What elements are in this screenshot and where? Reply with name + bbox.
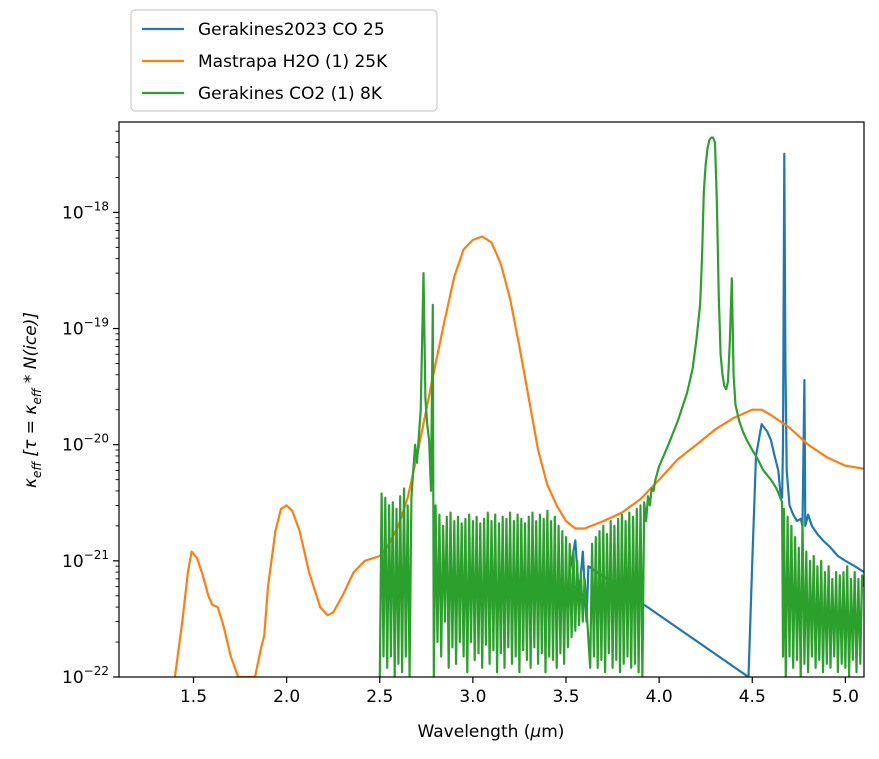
y-tick-label: 10−19	[62, 316, 109, 340]
x-axis-label-text: Wavelength (μm)	[418, 722, 565, 742]
series-layer	[173, 136, 864, 677]
series-line-3	[378, 136, 864, 677]
y-tick-label: 10−18	[62, 199, 109, 223]
x-tick-label: 3.5	[552, 687, 579, 707]
x-axis-ticks: 1.5 2.0 2.5 3.0 3.5 4.0 4.5 5.0	[180, 677, 859, 707]
x-tick-label: 5.0	[832, 687, 859, 707]
legend: Gerakines2023 CO 25 Mastrapa H2O (1) 25K G…	[130, 9, 438, 112]
series-line-1	[568, 152, 864, 677]
y-tick-label: 10−22	[62, 664, 109, 688]
y-axis-label: κeff [τ = κeff * N(ice)]	[21, 312, 44, 488]
x-tick-label: 4.5	[739, 687, 766, 707]
plot-frame	[118, 121, 865, 678]
legend-label: Gerakines CO2 (1) 8K	[198, 84, 383, 104]
y-tick-label: 10−21	[62, 548, 109, 572]
x-tick-label: 3.0	[459, 687, 486, 707]
x-tick-label: 4.0	[646, 687, 673, 707]
x-tick-label: 1.5	[180, 687, 207, 707]
legend-label: Mastrapa H2O (1) 25K	[198, 52, 388, 72]
x-axis-label: Wavelength (μm)	[418, 722, 565, 742]
x-tick-label: 2.5	[366, 687, 393, 707]
legend-label: Gerakines2023 CO 25	[198, 20, 385, 40]
y-axis-ticks: 10−22 10−21 10−20 10−19 10−18	[62, 130, 119, 688]
x-tick-label: 2.0	[273, 687, 300, 707]
legend-entries: Gerakines2023 CO 25 Mastrapa H2O (1) 25K G…	[142, 20, 388, 104]
y-tick-label: 10−20	[62, 432, 109, 456]
legend-frame	[130, 9, 438, 112]
